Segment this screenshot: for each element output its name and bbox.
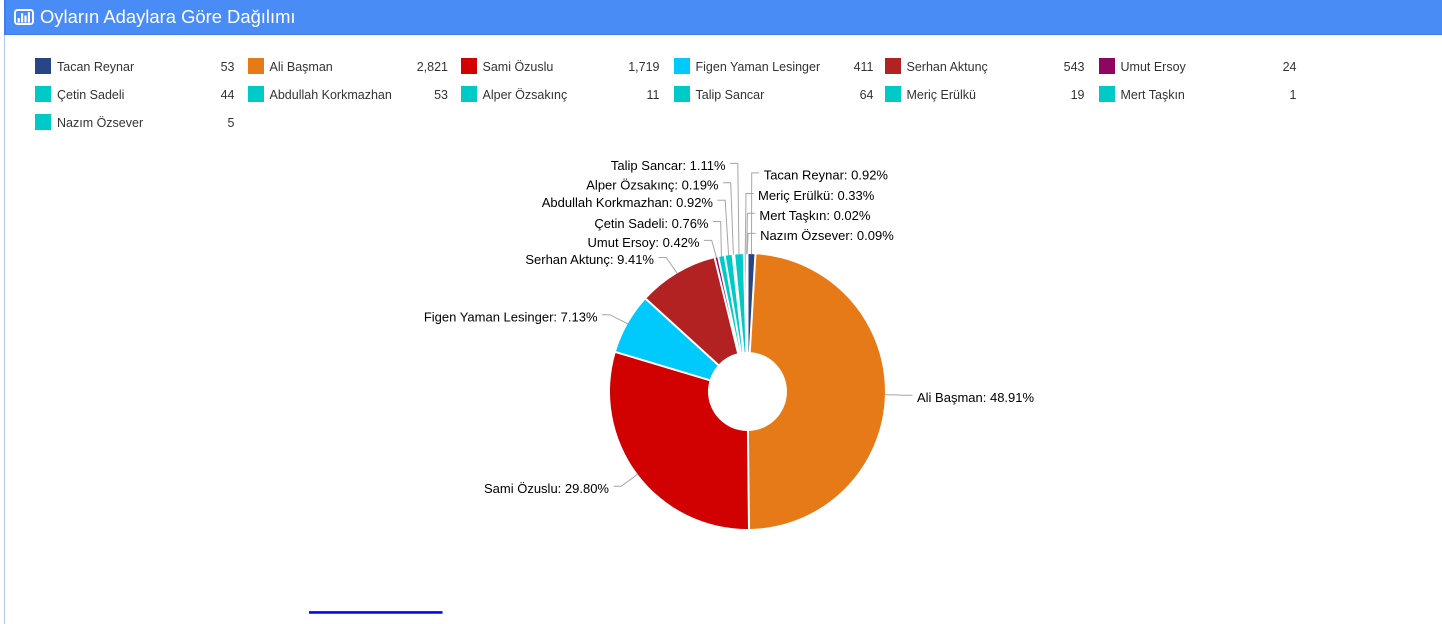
svg-text:Nazım Özsever: 0.09%: Nazım Özsever: 0.09% (760, 228, 894, 243)
svg-text:Tacan Reynar: 0.92%: Tacan Reynar: 0.92% (764, 168, 889, 183)
svg-text:Talip Sancar: 1.11%: Talip Sancar: 1.11% (611, 158, 726, 173)
svg-text:Abdullah Korkmazhan: 0.92%: Abdullah Korkmazhan: 0.92% (542, 195, 714, 210)
svg-text:Umut Ersoy: 0.42%: Umut Ersoy: 0.42% (588, 235, 700, 250)
svg-text:Ali Başman: 48.91%: Ali Başman: 48.91% (917, 390, 1035, 405)
svg-text:Sami Özuslu: 29.80%: Sami Özuslu: 29.80% (484, 481, 609, 496)
svg-text:Mert Taşkın: 0.02%: Mert Taşkın: 0.02% (759, 208, 870, 223)
svg-text:Alper Özsakınç: 0.19%: Alper Özsakınç: 0.19% (586, 177, 719, 192)
svg-text:Serhan Aktunç: 9.41%: Serhan Aktunç: 9.41% (525, 252, 654, 267)
svg-text:Meriç Erülkü: 0.33%: Meriç Erülkü: 0.33% (758, 188, 875, 203)
svg-text:Çetin Sadeli: 0.76%: Çetin Sadeli: 0.76% (594, 216, 709, 231)
svg-text:Figen Yaman Lesinger: 7.13%: Figen Yaman Lesinger: 7.13% (424, 309, 598, 324)
